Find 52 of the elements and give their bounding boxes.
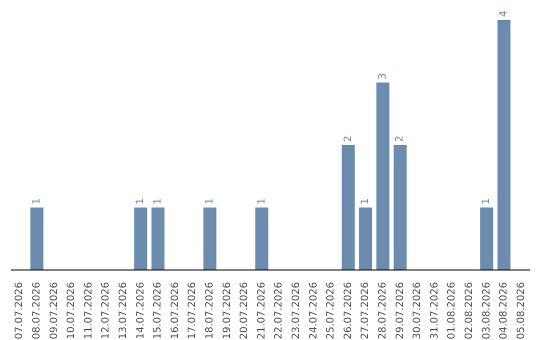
data-label: 1 bbox=[152, 198, 164, 204]
x-tick-label: 24.07.2026 bbox=[308, 282, 320, 340]
x-tick-label: 27.07.2026 bbox=[360, 282, 372, 340]
x-tick-label: 03.08.2026 bbox=[481, 282, 492, 340]
bar bbox=[203, 208, 216, 270]
data-label: 2 bbox=[394, 136, 406, 142]
x-tick-label: 28.07.2026 bbox=[377, 282, 388, 340]
x-tick-label: 18.07.2026 bbox=[204, 282, 216, 340]
data-label: 4 bbox=[498, 10, 510, 17]
x-tick-label: 26.07.2026 bbox=[342, 282, 354, 340]
data-label: 1 bbox=[481, 198, 492, 204]
bar bbox=[376, 82, 390, 270]
x-tick-label: 11.07.2026 bbox=[83, 282, 94, 340]
x-tick-label: 20.07.2026 bbox=[239, 282, 250, 340]
x-tick-label: 23.07.2026 bbox=[290, 282, 302, 340]
bar bbox=[394, 145, 407, 270]
x-tick-label: 12.07.2026 bbox=[100, 282, 112, 340]
x-tick-label: 30.07.2026 bbox=[412, 282, 424, 340]
bar bbox=[30, 208, 44, 270]
data-label: 1 bbox=[360, 198, 372, 204]
data-label: 1 bbox=[204, 198, 216, 204]
x-tick-label: 14.07.2026 bbox=[135, 282, 146, 340]
x-tick-label: 22.07.2026 bbox=[274, 282, 285, 340]
x-tick-label: 01.08.2026 bbox=[446, 282, 458, 340]
bar bbox=[255, 208, 268, 270]
x-tick-label: 16.07.2026 bbox=[170, 282, 181, 340]
x-tick-label: 10.07.2026 bbox=[66, 282, 78, 340]
x-tick-label: 13.07.2026 bbox=[118, 282, 129, 340]
data-label: 2 bbox=[342, 136, 354, 142]
x-tick-label: 07.07.2026 bbox=[14, 282, 26, 340]
x-tick-label: 09.07.2026 bbox=[48, 282, 60, 340]
x-tick-label: 25.07.2026 bbox=[326, 282, 337, 340]
bar bbox=[480, 208, 494, 270]
x-tick-label: 31.07.2026 bbox=[429, 282, 440, 340]
x-tick-label: 05.08.2026 bbox=[516, 282, 527, 340]
bar bbox=[151, 208, 164, 270]
data-label: 1 bbox=[135, 198, 146, 204]
x-tick-label: 04.08.2026 bbox=[498, 282, 510, 340]
bar bbox=[359, 208, 372, 270]
x-tick-label: 21.07.2026 bbox=[256, 282, 268, 340]
bar bbox=[497, 20, 510, 270]
x-tick-label: 19.07.2026 bbox=[222, 282, 233, 340]
bar bbox=[134, 208, 148, 270]
data-label: 3 bbox=[377, 73, 388, 80]
x-tick-label: 29.07.2026 bbox=[394, 282, 406, 340]
data-label: 1 bbox=[256, 198, 268, 204]
x-tick-label: 15.07.2026 bbox=[152, 282, 164, 340]
x-tick-label: 02.08.2026 bbox=[464, 282, 475, 340]
data-label: 1 bbox=[31, 198, 42, 204]
bar bbox=[342, 145, 355, 270]
x-tick-label: 08.07.2026 bbox=[31, 282, 42, 340]
x-tick-label: 17.07.2026 bbox=[187, 282, 198, 340]
